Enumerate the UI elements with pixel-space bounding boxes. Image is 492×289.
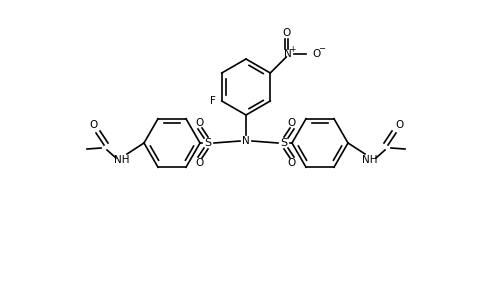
Text: NH: NH — [114, 155, 130, 165]
Text: O: O — [196, 118, 204, 128]
Text: O: O — [288, 118, 296, 128]
Text: O: O — [282, 28, 291, 38]
Text: −: − — [318, 45, 325, 53]
Text: F: F — [210, 96, 215, 106]
Text: +: + — [290, 45, 296, 53]
Text: O: O — [288, 158, 296, 168]
Text: O: O — [395, 120, 403, 130]
Text: O: O — [196, 158, 204, 168]
Text: S: S — [280, 138, 287, 148]
Text: O: O — [312, 49, 320, 59]
Text: N: N — [284, 49, 292, 59]
Text: O: O — [89, 120, 97, 130]
Text: S: S — [205, 138, 212, 148]
Text: N: N — [242, 136, 250, 146]
Text: NH: NH — [362, 155, 378, 165]
